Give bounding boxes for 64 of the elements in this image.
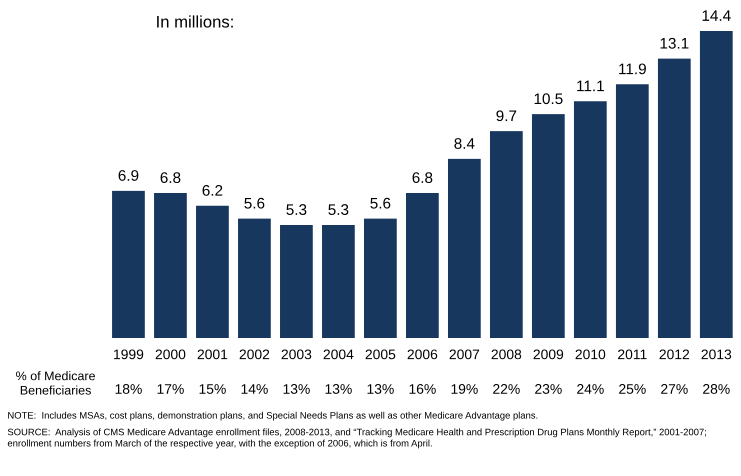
data-label: 6.9 (118, 170, 138, 181)
bar (448, 158, 481, 338)
x-tick-label: 2003 (282, 349, 312, 360)
bar (238, 218, 271, 338)
data-label: 5.3 (328, 204, 348, 215)
data-label: 6.8 (412, 172, 432, 184)
data-label: 11.1 (577, 80, 604, 92)
text: 13% (284, 384, 310, 394)
text: NOTE: Includes MSAs, cost plans, demonstration plans, and Special Needs Plans as well as other Medicare Advantage plans. (8, 412, 538, 421)
bar (574, 101, 607, 338)
data-label: 14.4 (702, 10, 731, 21)
data-label: 8.4 (454, 138, 475, 149)
chart-title: In millions: (157, 15, 233, 28)
text: 22% (493, 384, 520, 394)
data-label: 10.5 (534, 93, 563, 104)
x-tick-label: 1999 (114, 349, 144, 360)
x-tick-label: 2009 (534, 349, 564, 360)
text: 19% (452, 384, 478, 394)
x-tick-label: 2002 (240, 349, 270, 360)
data-label: 5.6 (370, 198, 390, 209)
data-label: 11.9 (619, 63, 646, 74)
bar (154, 192, 187, 338)
x-tick-label: 2010 (576, 349, 606, 360)
x-tick-label: 2008 (492, 349, 522, 360)
bar (112, 190, 145, 338)
bar (658, 58, 691, 338)
data-label: 6.2 (202, 184, 222, 196)
source-note: SOURCE: Analysis of CMS Medicare Advantage enrollment files, 2008-2013, and “Tracking Medicare Health and Prescription Drug Plans Monthly Report,” 2001-2007; enrollment numbers from March of the respective year, with the exception of 2006, which is from April. (8, 428, 706, 448)
data-label: 5.6 (244, 198, 264, 209)
text: 15% (200, 384, 226, 394)
x-tick-label: 2006 (408, 349, 438, 360)
x-tick-label: 2000 (156, 349, 186, 360)
x-tick-label: 2004 (324, 349, 354, 360)
text: 27% (661, 384, 688, 394)
text: 13% (368, 384, 394, 394)
text: 14% (242, 384, 268, 394)
data-label: 6.8 (160, 172, 180, 184)
bar (322, 224, 355, 338)
bar (616, 84, 649, 338)
text: 16% (410, 384, 436, 394)
data-label: 5.3 (286, 204, 306, 215)
bar (532, 114, 565, 338)
x-tick-label: 2012 (660, 349, 690, 360)
x-tick-label: 2011 (618, 349, 647, 360)
bar (700, 30, 733, 338)
text: 24% (577, 384, 604, 394)
text: % of Medicare Beneficiaries (16, 371, 95, 395)
text: 17% (158, 384, 184, 394)
x-tick-label: 2001 (198, 349, 228, 360)
bar (364, 218, 397, 338)
text: 25% (619, 384, 646, 394)
bar (280, 224, 313, 338)
x-tick-label: 2007 (450, 349, 480, 360)
text: 13% (326, 384, 352, 394)
bar (196, 206, 229, 338)
bar (490, 131, 523, 338)
data-label: 13.1 (660, 38, 688, 49)
text: 23% (535, 384, 562, 394)
text: 28% (703, 384, 730, 394)
x-tick-label: 2005 (366, 349, 396, 360)
bar (406, 192, 439, 338)
text: 18% (116, 384, 142, 394)
x-tick-label: 2013 (702, 349, 732, 360)
data-label: 9.7 (496, 110, 516, 122)
